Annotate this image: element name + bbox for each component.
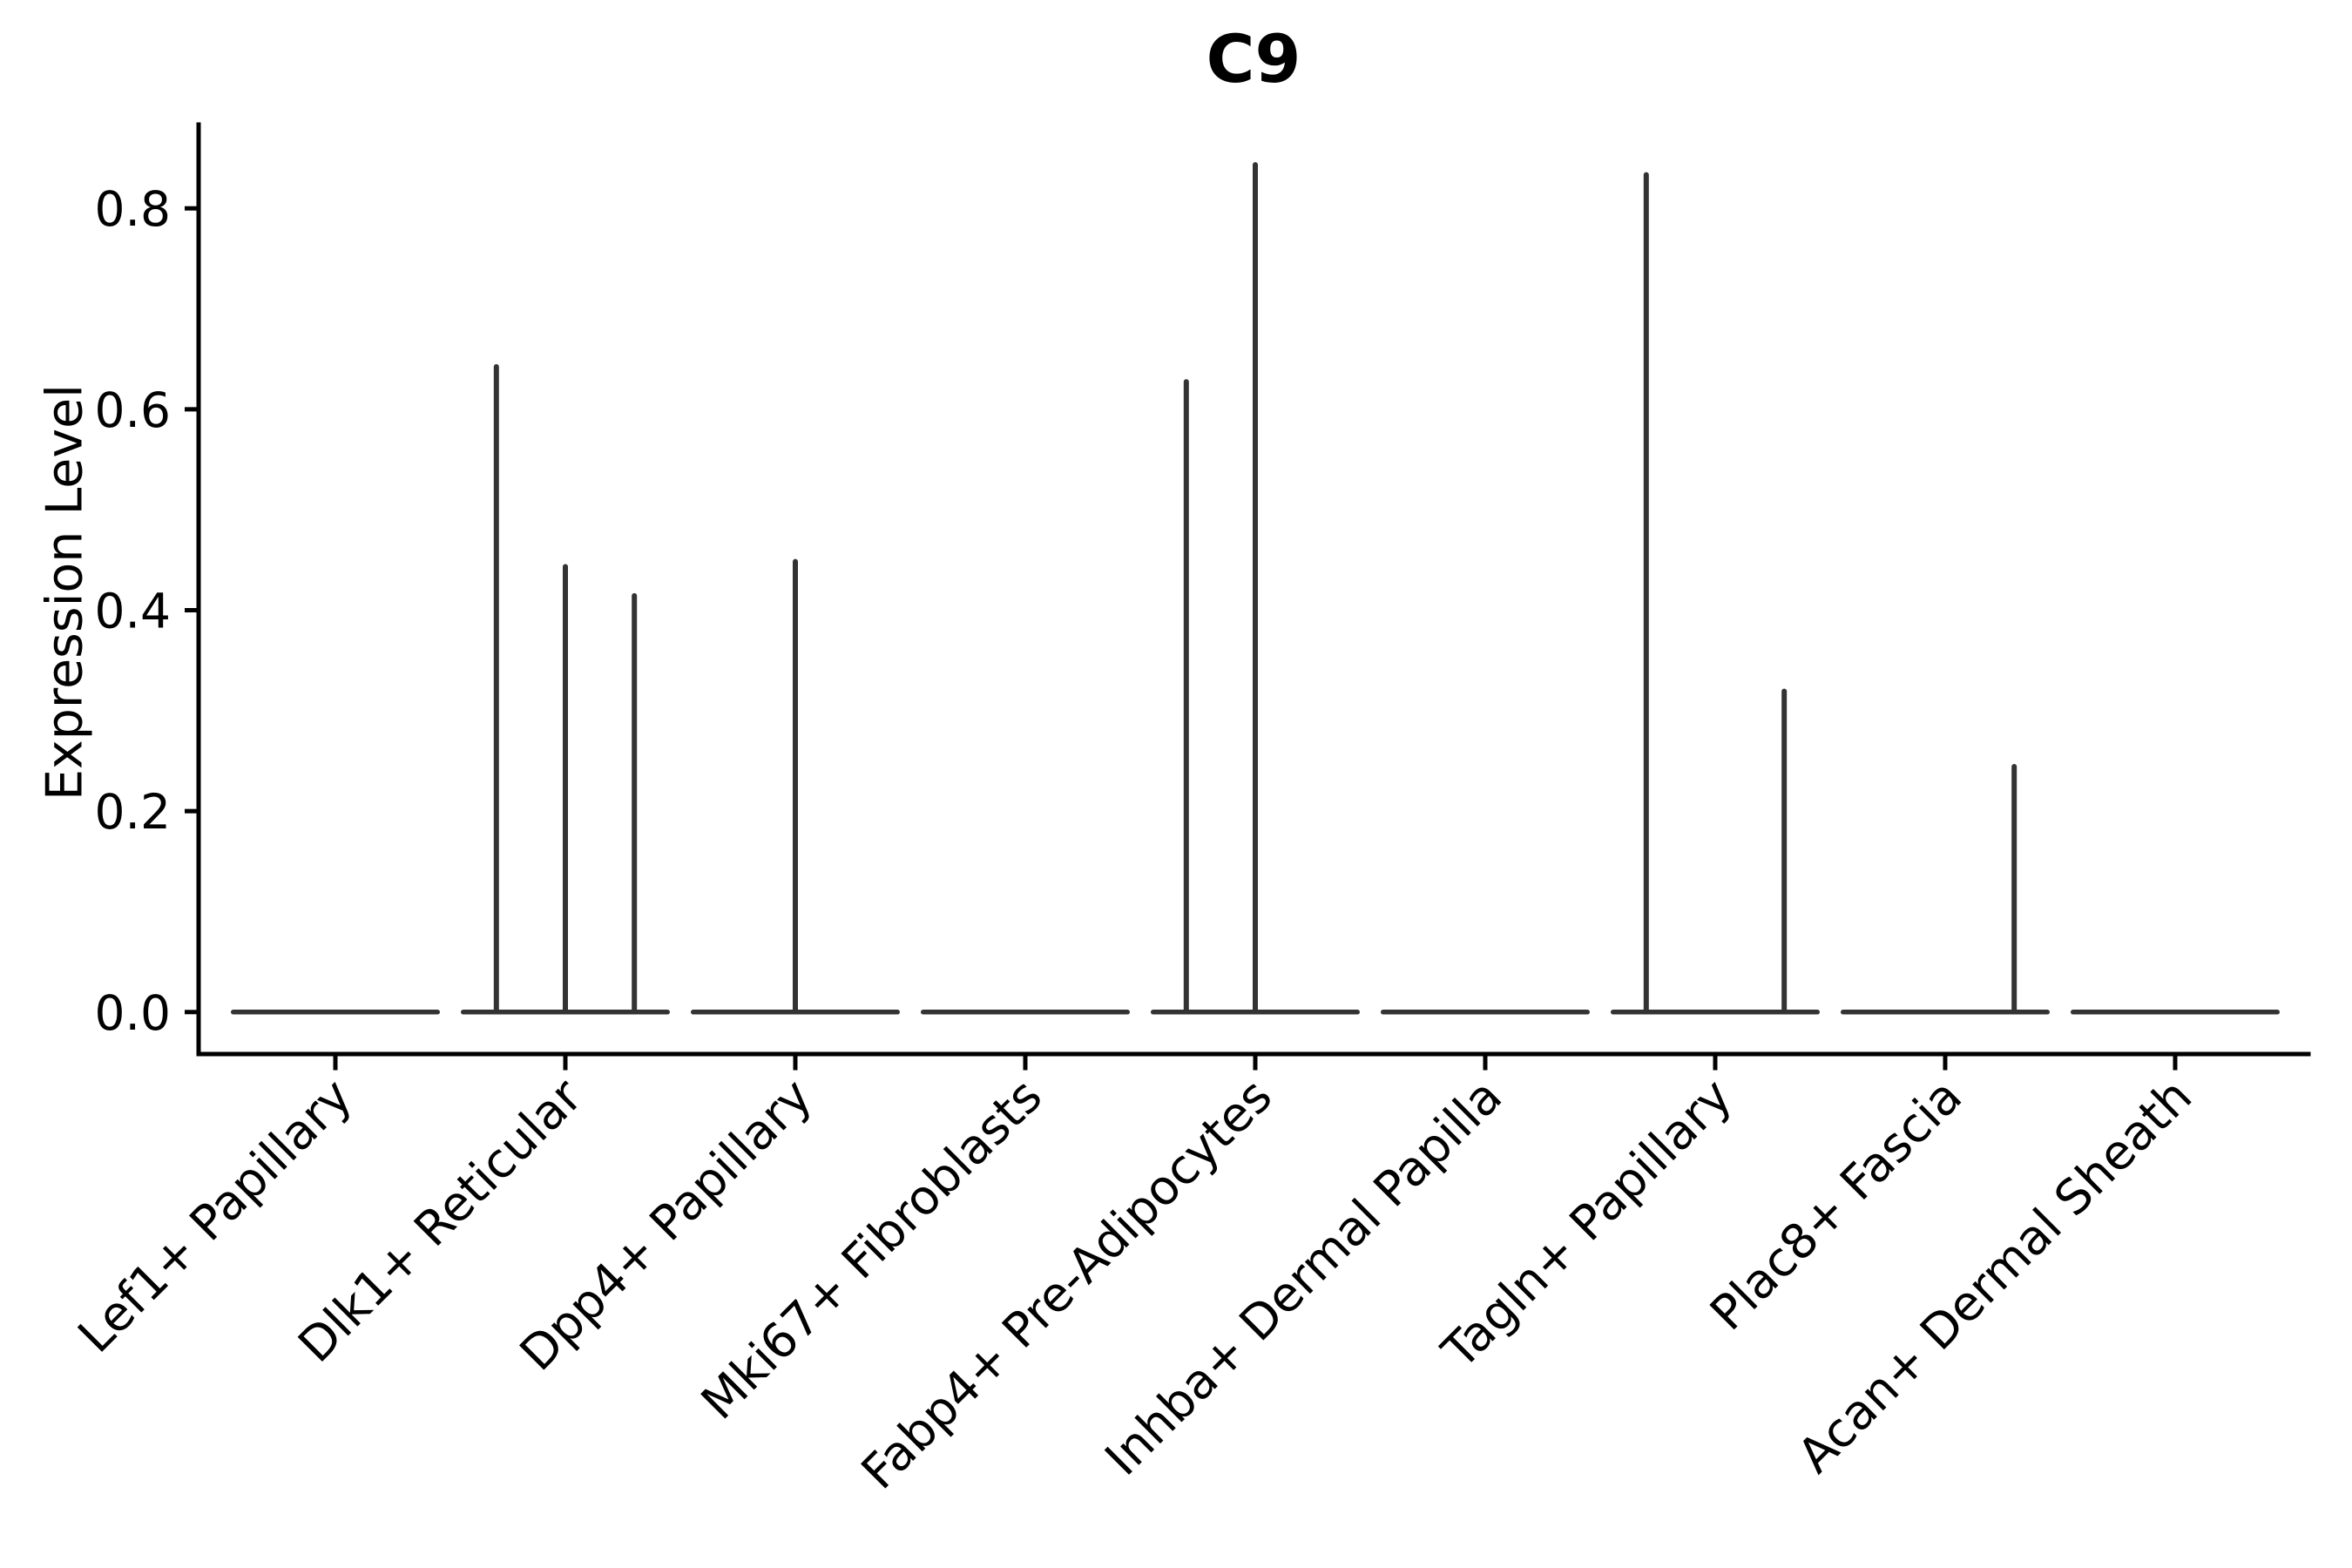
violin-spike <box>632 592 638 1015</box>
violin-spike <box>1781 688 1788 1015</box>
y-tick-label: 0.8 <box>95 181 171 237</box>
violin-spike <box>1643 172 1649 1015</box>
y-tick-label: 0.4 <box>95 584 171 639</box>
violin-baseline <box>2071 1010 2280 1015</box>
violin-spike <box>793 558 798 1015</box>
y-tick-label: 0.0 <box>95 985 171 1041</box>
violin-baseline <box>1841 1010 2050 1015</box>
violin-baseline <box>1611 1010 1820 1015</box>
violin-spike <box>1253 162 1258 1015</box>
x-tick-label: Acan+ Dermal Sheath <box>1787 1068 2202 1484</box>
y-tick-label: 0.6 <box>95 382 171 438</box>
x-tick-label: Fabp4+ Pre-Adipocytes <box>850 1068 1282 1500</box>
violin-spike <box>2011 763 2017 1015</box>
violin-baseline <box>921 1010 1130 1015</box>
violin-baseline <box>1381 1010 1590 1015</box>
violin-spike <box>563 564 568 1015</box>
violin-baseline <box>231 1010 440 1015</box>
violin-spike <box>1183 379 1189 1015</box>
chart-title: C9 <box>1206 20 1301 98</box>
axes-spines <box>196 122 2311 1057</box>
x-tick-label: Inhba+ Dermal Papilla <box>1094 1068 1512 1486</box>
violin-spike <box>493 363 499 1015</box>
y-tick-label: 0.2 <box>95 784 171 840</box>
